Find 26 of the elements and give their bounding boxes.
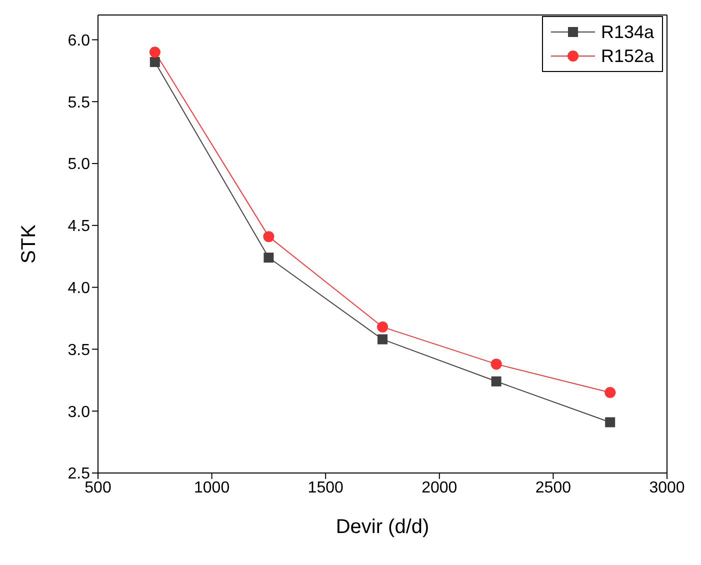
y-tick-label: 6.0 bbox=[68, 32, 90, 50]
y-tick-label: 5.5 bbox=[68, 94, 90, 112]
x-tick-label: 1000 bbox=[194, 479, 230, 496]
y-axis-title: STK bbox=[18, 224, 40, 264]
y-tick-label: 5.0 bbox=[68, 156, 90, 174]
point bbox=[149, 46, 160, 58]
legend-label: R152a bbox=[600, 45, 654, 68]
x-tick-label: 1500 bbox=[308, 479, 344, 496]
y-tick-label: 3.0 bbox=[68, 404, 90, 421]
x-tick-label: 3000 bbox=[649, 479, 685, 496]
legend-label: R134a bbox=[600, 21, 654, 44]
point bbox=[264, 252, 274, 263]
y-tick-label: 4.0 bbox=[68, 280, 90, 298]
x-tick-label: 2500 bbox=[535, 479, 572, 496]
point bbox=[263, 231, 274, 242]
y-tick-label: 3.5 bbox=[68, 342, 90, 359]
y-tick-label: 4.5 bbox=[68, 218, 90, 236]
point bbox=[605, 417, 616, 428]
point bbox=[150, 57, 160, 68]
point bbox=[604, 387, 616, 398]
x-axis-title: Devir (d/d) bbox=[336, 516, 430, 538]
point bbox=[377, 321, 388, 332]
point bbox=[490, 358, 502, 370]
x-tick-label: 2000 bbox=[422, 479, 458, 496]
point bbox=[378, 334, 388, 344]
point bbox=[491, 376, 502, 386]
